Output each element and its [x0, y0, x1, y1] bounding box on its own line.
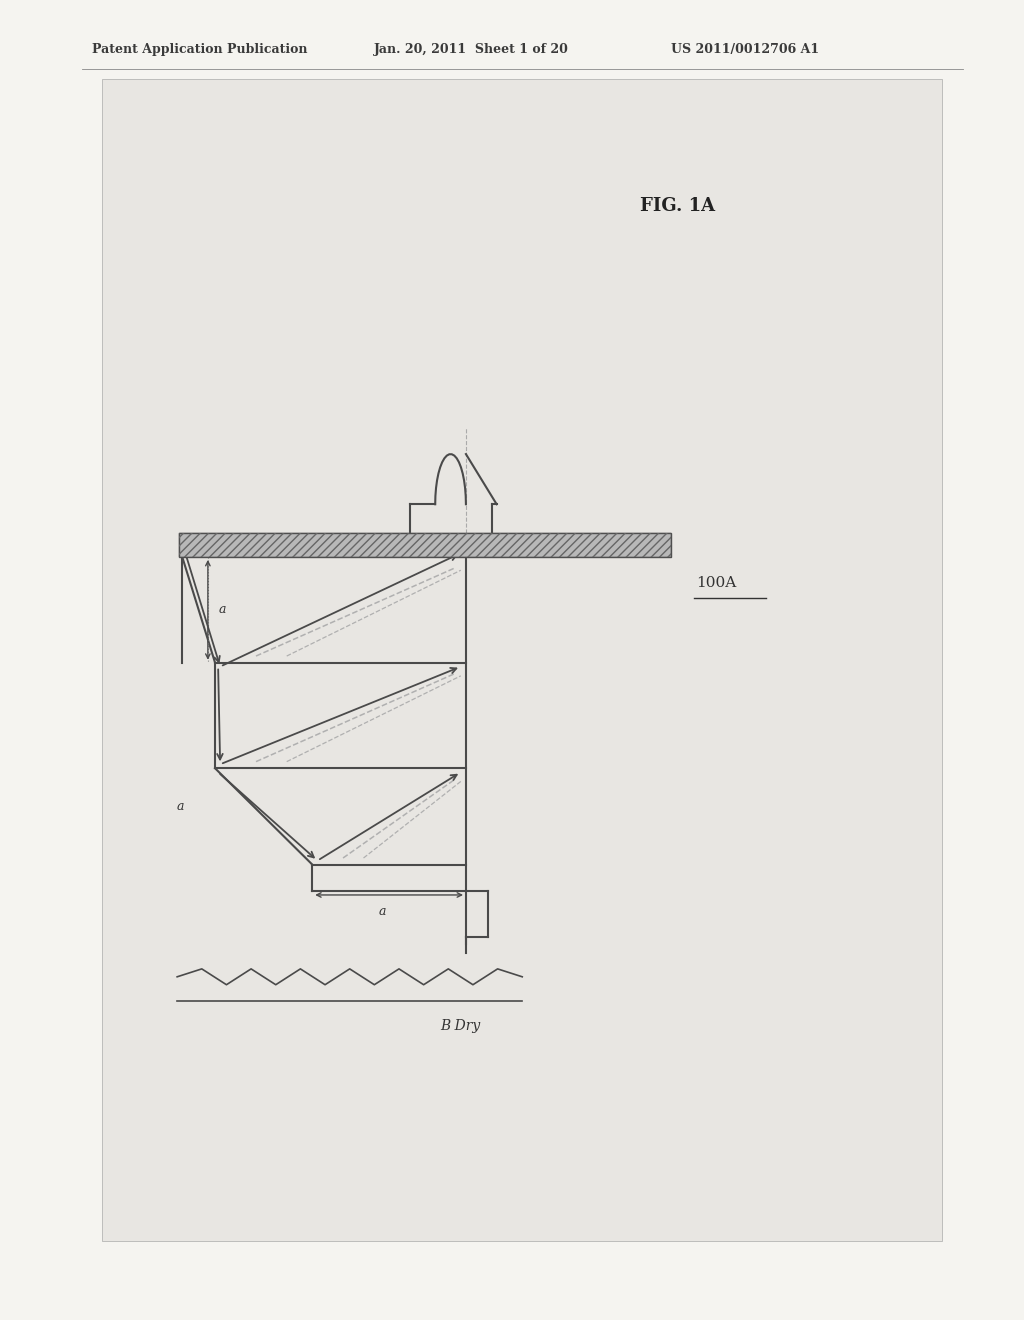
Bar: [179, 533, 671, 557]
Text: Patent Application Publication: Patent Application Publication: [92, 42, 307, 55]
Text: a: a: [218, 603, 225, 616]
Text: FIG. 1A: FIG. 1A: [640, 197, 715, 215]
Text: B Dry: B Dry: [440, 1019, 481, 1032]
Text: a: a: [176, 800, 183, 813]
Text: US 2011/0012706 A1: US 2011/0012706 A1: [671, 42, 819, 55]
Text: 100A: 100A: [696, 577, 736, 590]
Text: a: a: [379, 904, 386, 917]
Bar: [179, 533, 671, 557]
Text: Jan. 20, 2011  Sheet 1 of 20: Jan. 20, 2011 Sheet 1 of 20: [374, 42, 568, 55]
FancyBboxPatch shape: [102, 79, 942, 1241]
